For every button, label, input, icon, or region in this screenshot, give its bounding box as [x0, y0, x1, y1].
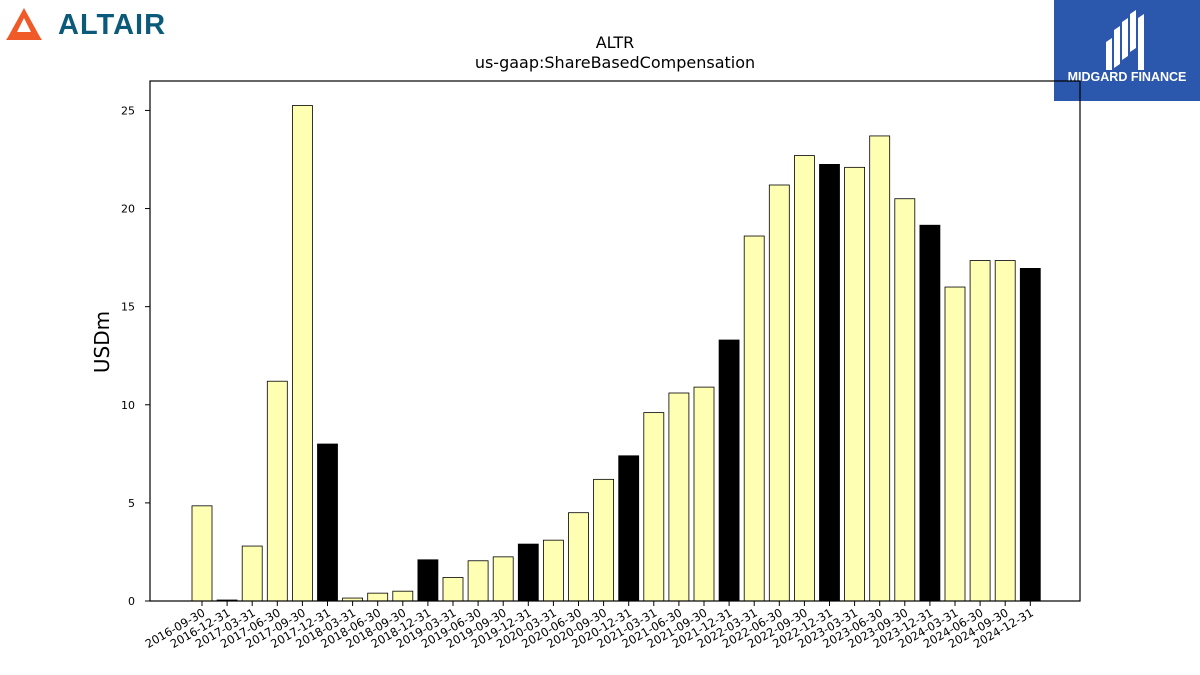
altair-logo: ALTAIR [6, 8, 166, 41]
bar-2018-06-30 [367, 592, 389, 602]
plot-frame [149, 80, 1081, 602]
bar-2021-09-30 [693, 386, 715, 602]
bar-2022-06-30 [768, 184, 790, 602]
bar-2016-09-30 [191, 505, 213, 602]
bar-2021-06-30 [668, 392, 690, 602]
y-tick-label: 20 [121, 203, 135, 216]
bar-2017-12-31 [317, 443, 338, 602]
bar-2020-12-31 [618, 455, 640, 602]
bar-2023-09-30 [894, 198, 916, 602]
y-tick-label: 0 [128, 595, 135, 608]
bar-2024-12-31 [1019, 267, 1041, 602]
bar-2019-09-30 [492, 556, 514, 602]
bar-2020-06-30 [568, 512, 589, 602]
chart-subtitle: us-gaap:ShareBasedCompensation [475, 53, 755, 72]
y-ticks-group: 0 5 10 15 20 25 [121, 104, 150, 608]
bar-2018-12-31 [417, 559, 439, 602]
midgard-finance-logo: MIDGARD FINANCE [1054, 0, 1200, 101]
y-tick-label: 5 [128, 497, 135, 510]
bar-2024-03-31 [944, 286, 966, 602]
bar-2023-06-30 [869, 135, 891, 602]
bar-2023-03-31 [844, 166, 865, 602]
bar-2023-12-31 [919, 224, 941, 602]
bar-2020-03-31 [543, 539, 564, 602]
bar-2018-09-30 [392, 590, 414, 602]
y-tick-label: 10 [121, 399, 135, 412]
bar-2024-06-30 [969, 260, 991, 602]
y-tick-label: 15 [121, 301, 135, 314]
y-tick-label: 25 [121, 104, 135, 117]
bar-2017-03-31 [241, 545, 263, 602]
bar-2024-09-30 [994, 260, 1016, 602]
bar-2019-06-30 [467, 560, 489, 602]
bar-2022-03-31 [743, 235, 765, 602]
altair-logo-text: ALTAIR [58, 9, 166, 41]
midgard-mark-icon [1106, 10, 1144, 70]
bar-2019-03-31 [442, 577, 464, 602]
bar-2021-12-31 [718, 339, 740, 602]
bar-2022-12-31 [819, 163, 840, 602]
bar-2017-09-30 [291, 105, 313, 602]
bar-2020-09-30 [593, 478, 614, 602]
altair-mark-icon [6, 8, 42, 40]
bar-2019-12-31 [517, 543, 539, 602]
bars-group [191, 105, 1041, 602]
chart-title: ALTR [596, 33, 635, 52]
midgard-logo-text: MIDGARD FINANCE [1068, 70, 1187, 84]
bar-2017-06-30 [266, 380, 288, 602]
bar-2021-03-31 [643, 412, 665, 602]
bar-2022-09-30 [794, 155, 815, 602]
y-axis-label: USDm [90, 311, 114, 373]
x-ticks-group: 2016-09-302016-12-312017-03-312017-06-30… [143, 601, 1036, 651]
